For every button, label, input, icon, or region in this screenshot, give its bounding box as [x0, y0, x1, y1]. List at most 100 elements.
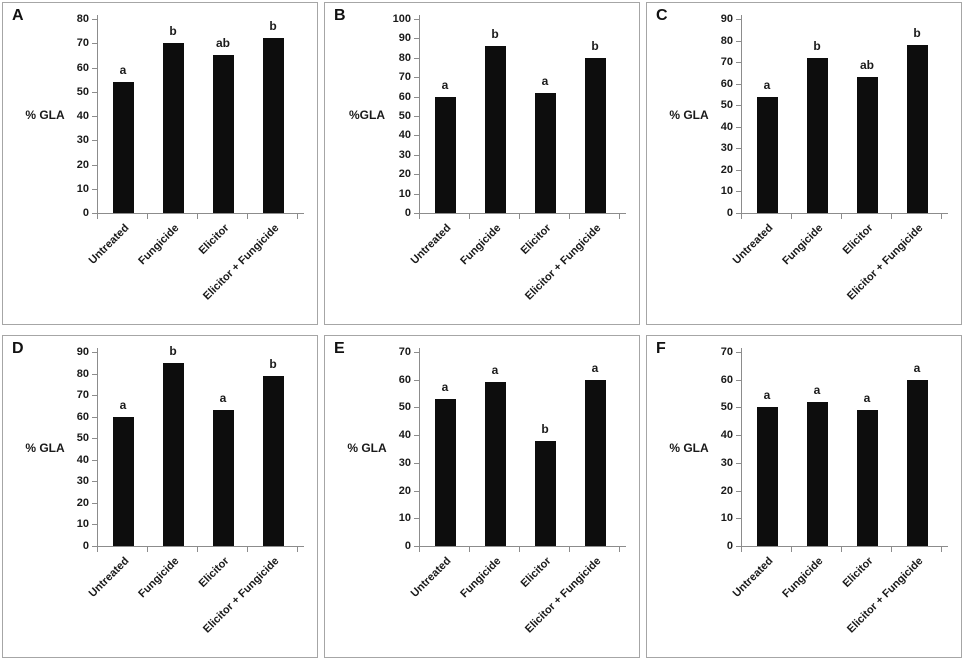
y-tick-label: 40	[398, 129, 411, 141]
x-category-label: Untreated	[86, 555, 132, 600]
x-axis-tick	[519, 547, 520, 552]
y-tick-label: 60	[720, 78, 733, 90]
x-axis-line	[741, 213, 948, 214]
y-axis-tick	[414, 194, 419, 195]
sig-letter: b	[591, 39, 599, 53]
chart-panel-c: C % GLA 0 10 20 30 40 50 60 70 80 90 a Untreated b Fung…	[646, 2, 962, 325]
panel-letter: A	[12, 7, 24, 24]
y-axis-tick	[92, 438, 97, 439]
y-axis-tick	[414, 135, 419, 136]
bar-elicitor	[535, 441, 556, 546]
x-category-label: Untreated	[86, 222, 132, 267]
y-tick-label: 20	[720, 485, 733, 497]
x-axis-tick	[147, 214, 148, 219]
bar-elicitor	[213, 55, 234, 213]
y-tick-label: 50	[76, 432, 89, 444]
y-axis-tick	[92, 165, 97, 166]
bar-untreated	[435, 97, 456, 213]
y-tick-label: 70	[76, 37, 89, 49]
y-axis-tick	[736, 127, 741, 128]
y-tick-label: 50	[398, 110, 411, 122]
x-axis-tick	[841, 547, 842, 552]
x-category-label: Elicitor	[518, 222, 554, 257]
x-category-label: Untreated	[730, 555, 776, 600]
y-tick-label: 40	[720, 429, 733, 441]
y-axis-line	[97, 348, 98, 547]
y-axis-tick	[414, 546, 419, 547]
y-tick-label: 60	[398, 374, 411, 386]
y-tick-label: 30	[76, 475, 89, 487]
y-axis-line	[741, 15, 742, 214]
y-tick-label: 50	[720, 99, 733, 111]
y-axis-tick	[92, 189, 97, 190]
bar-elicitor	[857, 77, 878, 213]
y-tick-label: 30	[720, 142, 733, 154]
y-tick-label: 60	[76, 411, 89, 423]
bar-elicitor	[857, 410, 878, 546]
x-category-label: Elicitor	[840, 222, 876, 257]
panel-letter: F	[656, 340, 666, 357]
y-tick-label: 60	[720, 374, 733, 386]
y-axis-tick	[414, 77, 419, 78]
y-tick-label: 10	[720, 512, 733, 524]
y-tick-label: 20	[398, 485, 411, 497]
sig-letter: b	[169, 344, 177, 358]
y-axis-tick	[414, 155, 419, 156]
y-axis-label: % GLA	[25, 441, 65, 455]
y-tick-label: 20	[398, 168, 411, 180]
x-axis-line	[97, 546, 304, 547]
y-axis-tick	[414, 97, 419, 98]
x-category-label: Elicitor + Fungicide	[201, 555, 282, 636]
y-axis-tick	[736, 41, 741, 42]
sig-letter: a	[763, 388, 771, 402]
y-tick-label: 80	[76, 13, 89, 25]
y-tick-label: 60	[398, 91, 411, 103]
sig-letter: ab	[215, 36, 230, 50]
y-axis-tick	[736, 491, 741, 492]
bar-untreated	[113, 82, 134, 213]
y-axis-tick	[92, 116, 97, 117]
y-tick-label: 50	[76, 86, 89, 98]
bar-untreated	[757, 407, 778, 546]
x-axis-tick	[619, 214, 620, 219]
x-category-label: Fungicide	[780, 222, 826, 268]
x-axis-tick	[97, 214, 98, 219]
x-axis-tick	[841, 214, 842, 219]
y-axis-tick	[414, 435, 419, 436]
panel-letter: C	[656, 7, 668, 24]
bar-untreated	[757, 97, 778, 213]
y-axis-tick	[736, 352, 741, 353]
y-axis-label: % GLA	[669, 108, 709, 122]
y-axis-label: %GLA	[349, 108, 385, 122]
y-tick-label: 80	[720, 35, 733, 47]
y-tick-label: 40	[76, 454, 89, 466]
sig-letter: a	[219, 391, 227, 405]
y-axis-label: % GLA	[25, 108, 65, 122]
sig-letter: a	[119, 398, 127, 412]
y-tick-label: 30	[720, 457, 733, 469]
y-axis-tick	[92, 352, 97, 353]
x-axis-tick	[741, 214, 742, 219]
bar-elicitor	[535, 93, 556, 213]
y-tick-label: 30	[398, 149, 411, 161]
bar-fungicide	[163, 363, 184, 546]
y-tick-label: 0	[82, 207, 89, 219]
bar-untreated	[113, 417, 134, 546]
y-axis-line	[419, 15, 420, 214]
y-axis-label: % GLA	[347, 441, 387, 455]
sig-letter: a	[119, 63, 127, 77]
x-category-label: Fungicide	[136, 222, 182, 268]
y-axis-tick	[92, 395, 97, 396]
y-tick-label: 40	[720, 121, 733, 133]
y-axis-tick	[92, 43, 97, 44]
y-axis-tick	[414, 58, 419, 59]
y-axis-tick	[736, 170, 741, 171]
y-axis-tick	[92, 524, 97, 525]
bar-fungicide	[807, 58, 828, 213]
x-category-label: Fungicide	[458, 555, 504, 601]
sig-letter: b	[813, 39, 821, 53]
y-tick-label: 70	[720, 346, 733, 358]
x-category-label: Elicitor + Fungicide	[523, 555, 604, 636]
sig-letter: b	[269, 19, 277, 33]
x-axis-tick	[469, 547, 470, 552]
